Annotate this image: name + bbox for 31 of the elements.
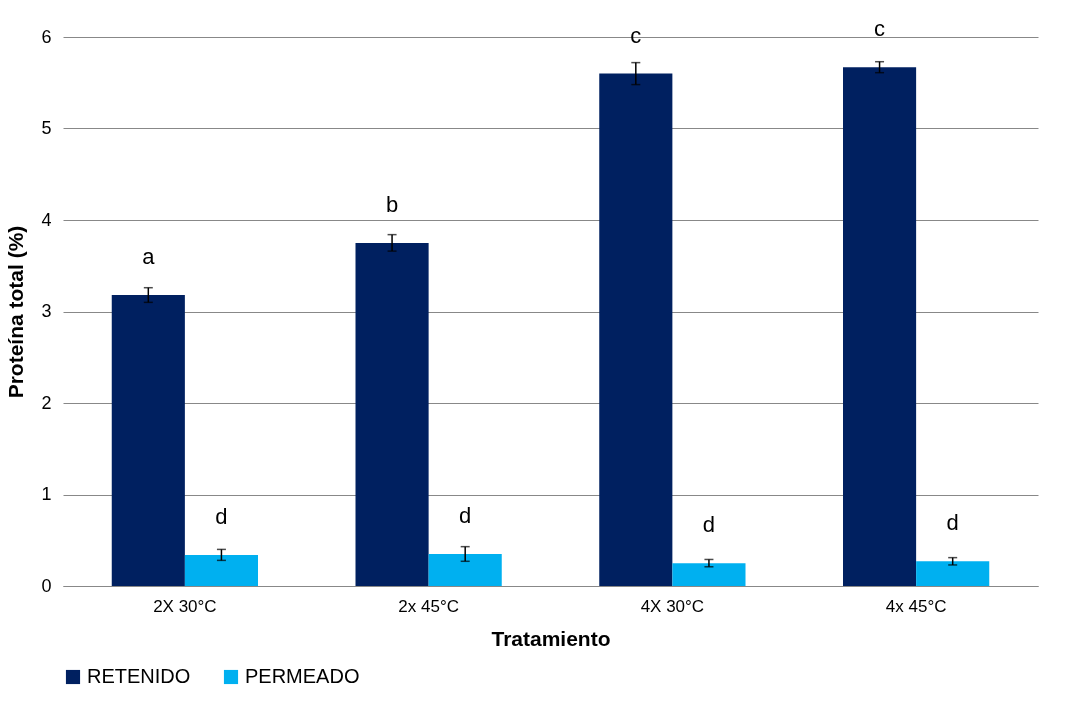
annotation: c bbox=[874, 16, 886, 42]
annotation: d bbox=[946, 510, 959, 536]
bar bbox=[111, 295, 185, 586]
y-tick-label: 0 bbox=[41, 575, 52, 596]
bar bbox=[916, 561, 990, 586]
y-tick-label: 4 bbox=[41, 209, 52, 230]
x-tick-label: 4x 45°C bbox=[885, 596, 947, 616]
bar bbox=[599, 73, 673, 586]
y-tick-label: 2 bbox=[41, 392, 52, 413]
bar bbox=[355, 242, 429, 586]
legend-label: PERMEADO bbox=[245, 665, 360, 687]
x-tick-label: 2X 30°C bbox=[153, 596, 217, 616]
annotation: d bbox=[702, 512, 716, 538]
bar bbox=[843, 67, 917, 586]
annotation: d bbox=[459, 502, 472, 528]
annotation: c bbox=[630, 22, 642, 48]
x-axis-title: Tratamiento bbox=[491, 626, 611, 650]
legend-label: RETENIDO bbox=[87, 665, 191, 687]
y-tick-label: 6 bbox=[41, 26, 52, 47]
x-tick-label: 2x 45°C bbox=[398, 596, 459, 616]
bar bbox=[428, 553, 502, 586]
y-axis-title: Proteína total (%) bbox=[4, 225, 28, 399]
bar bbox=[672, 563, 746, 586]
y-tick-label: 5 bbox=[41, 118, 52, 138]
bar bbox=[184, 554, 258, 586]
y-tick-label: 3 bbox=[41, 301, 52, 321]
annotation: d bbox=[215, 503, 228, 529]
x-tick-label: 4X 30°C bbox=[640, 596, 705, 616]
annotation: b bbox=[385, 191, 399, 217]
annotation: a bbox=[142, 244, 156, 270]
y-tick-label: 1 bbox=[41, 484, 52, 504]
